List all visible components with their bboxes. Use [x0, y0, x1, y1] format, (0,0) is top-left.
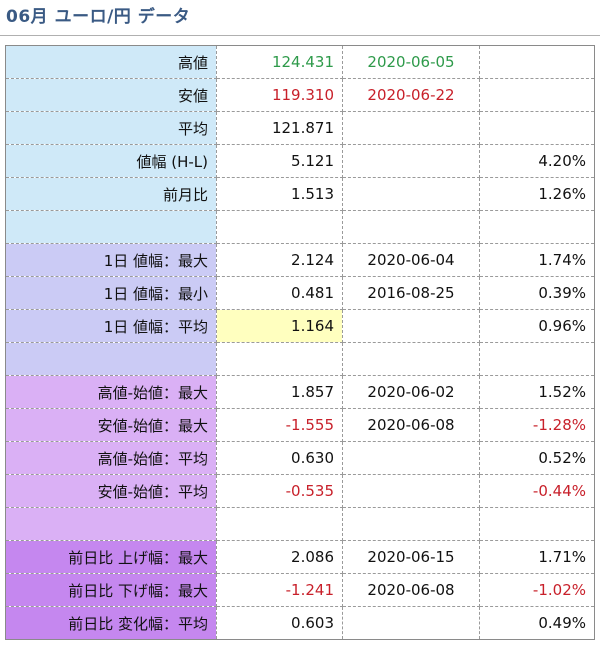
row-percent	[479, 210, 595, 244]
row-date: 2020-06-08	[342, 573, 480, 607]
row-value: 2.086	[216, 540, 343, 574]
row-label	[5, 342, 217, 376]
table-row: 値幅 (H-L) 5.121 4.20%	[5, 144, 595, 178]
table-row: 高値-始値：最大 1.857 2020-06-02 1.52%	[5, 375, 595, 409]
table-row: 平均 121.871	[5, 111, 595, 145]
row-value: 1.513	[216, 177, 343, 211]
table-row: 前日比 変化幅：平均 0.603 0.49%	[5, 606, 595, 640]
row-percent: -1.28%	[479, 408, 595, 442]
row-value: 0.630	[216, 441, 343, 475]
row-date: 2020-06-02	[342, 375, 480, 409]
row-value: -0.535	[216, 474, 343, 508]
row-percent: 0.52%	[479, 441, 595, 475]
row-date	[342, 507, 480, 541]
row-percent	[479, 78, 595, 112]
table-row: 前日比 上げ幅：最大 2.086 2020-06-15 1.71%	[5, 540, 595, 574]
row-label: 値幅 (H-L)	[5, 144, 217, 178]
row-label: 安値-始値：最大	[5, 408, 217, 442]
table-row: 高値-始値：平均 0.630 0.52%	[5, 441, 595, 475]
row-value: 5.121	[216, 144, 343, 178]
row-value: 2.124	[216, 243, 343, 277]
row-date	[342, 177, 480, 211]
row-percent: 1.26%	[479, 177, 595, 211]
title-divider	[0, 35, 600, 36]
row-percent	[479, 45, 595, 79]
row-percent	[479, 111, 595, 145]
row-date	[342, 111, 480, 145]
row-value: 0.603	[216, 606, 343, 640]
table-row: 安値-始値：最大 -1.555 2020-06-08 -1.28%	[5, 408, 595, 442]
row-label	[5, 210, 217, 244]
row-date	[342, 342, 480, 376]
table-row: 安値-始値：平均 -0.535 -0.44%	[5, 474, 595, 508]
row-value	[216, 210, 343, 244]
row-label: 高値-始値：平均	[5, 441, 217, 475]
row-label: 安値-始値：平均	[5, 474, 217, 508]
row-label: 高値-始値：最大	[5, 375, 217, 409]
row-percent: 0.96%	[479, 309, 595, 343]
row-date	[342, 309, 480, 343]
spacer-row	[5, 210, 595, 244]
row-date: 2016-08-25	[342, 276, 480, 310]
spacer-row	[5, 342, 595, 376]
row-percent: -0.44%	[479, 474, 595, 508]
row-label: 前日比 下げ幅：最大	[5, 573, 217, 607]
row-label	[5, 507, 217, 541]
row-value: 121.871	[216, 111, 343, 145]
row-label: 前月比	[5, 177, 217, 211]
row-percent: 4.20%	[479, 144, 595, 178]
table-row: 安値 119.310 2020-06-22	[5, 78, 595, 112]
row-percent: 1.74%	[479, 243, 595, 277]
table-row: 1日 値幅：平均 1.164 0.96%	[5, 309, 595, 343]
row-label: 平均	[5, 111, 217, 145]
row-value: 119.310	[216, 78, 343, 112]
row-date: 2020-06-15	[342, 540, 480, 574]
stats-table: 高値 124.431 2020-06-05 安値 119.310 2020-06…	[5, 45, 595, 640]
row-value: 124.431	[216, 45, 343, 79]
row-label: 1日 値幅：最小	[5, 276, 217, 310]
row-value: 0.481	[216, 276, 343, 310]
row-date	[342, 210, 480, 244]
table-row: 前日比 下げ幅：最大 -1.241 2020-06-08 -1.02%	[5, 573, 595, 607]
row-label: 安値	[5, 78, 217, 112]
row-percent: -1.02%	[479, 573, 595, 607]
row-value: 1.164	[216, 309, 343, 343]
row-label: 高値	[5, 45, 217, 79]
page-title: 06月 ユーロ/円 データ	[6, 7, 191, 27]
row-label: 1日 値幅：最大	[5, 243, 217, 277]
row-percent: 0.49%	[479, 606, 595, 640]
row-date: 2020-06-05	[342, 45, 480, 79]
row-value	[216, 507, 343, 541]
row-value: -1.555	[216, 408, 343, 442]
row-value: -1.241	[216, 573, 343, 607]
row-percent: 0.39%	[479, 276, 595, 310]
row-date: 2020-06-04	[342, 243, 480, 277]
row-date	[342, 474, 480, 508]
row-date: 2020-06-08	[342, 408, 480, 442]
table-row: 1日 値幅：最大 2.124 2020-06-04 1.74%	[5, 243, 595, 277]
row-date	[342, 606, 480, 640]
row-value	[216, 342, 343, 376]
table-row: 前月比 1.513 1.26%	[5, 177, 595, 211]
table-row: 1日 値幅：最小 0.481 2016-08-25 0.39%	[5, 276, 595, 310]
row-label: 前日比 変化幅：平均	[5, 606, 217, 640]
table-row: 高値 124.431 2020-06-05	[5, 45, 595, 79]
row-date	[342, 144, 480, 178]
row-label: 前日比 上げ幅：最大	[5, 540, 217, 574]
row-percent: 1.71%	[479, 540, 595, 574]
row-date: 2020-06-22	[342, 78, 480, 112]
spacer-row	[5, 507, 595, 541]
row-percent: 1.52%	[479, 375, 595, 409]
row-label: 1日 値幅：平均	[5, 309, 217, 343]
row-date	[342, 441, 480, 475]
row-value: 1.857	[216, 375, 343, 409]
row-percent	[479, 507, 595, 541]
row-percent	[479, 342, 595, 376]
